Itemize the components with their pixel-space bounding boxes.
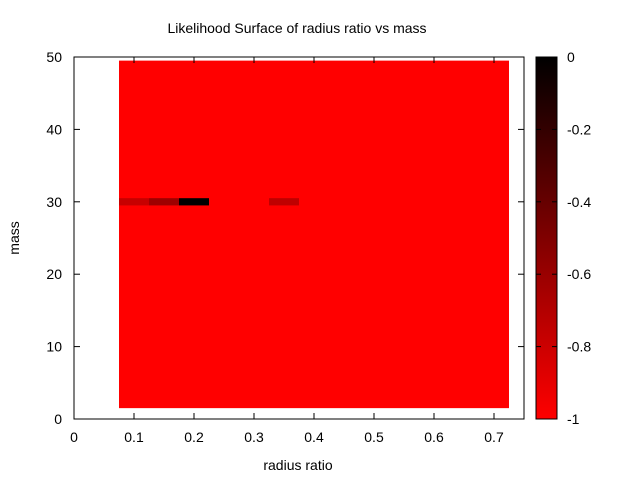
x-tick-label: 0.5 [364, 429, 384, 445]
colorbar-frame [535, 56, 558, 420]
colorbar-tick-label: -1 [567, 411, 580, 427]
x-tick-label: 0.2 [184, 429, 204, 445]
y-tick-label: 30 [46, 194, 62, 210]
heatmap-cell-3 [269, 198, 299, 206]
y-tick-label: 20 [46, 266, 62, 282]
x-tick-label: 0.4 [304, 429, 324, 445]
colorbar-fill [536, 57, 557, 419]
colorbar-tick-label: -0.8 [567, 339, 591, 355]
colorbar-tick-label: -0.2 [567, 121, 591, 137]
colorbar-tick-label: -0.6 [567, 266, 591, 282]
x-tick-label: 0 [70, 429, 78, 445]
x-axis-label: radius ratio [263, 457, 332, 473]
colorbar-tick-label: 0 [567, 49, 575, 65]
x-tick-label: 0.7 [484, 429, 504, 445]
y-axis-label: mass [6, 221, 22, 254]
heatmap-cell-0 [119, 198, 149, 206]
x-tick-label: 0.3 [244, 429, 264, 445]
heatmap-field [119, 60, 509, 409]
x-tick-label: 0.6 [424, 429, 444, 445]
y-tick-label: 10 [46, 339, 62, 355]
heatmap-cell-1 [149, 198, 179, 206]
x-tick-label: 0.1 [124, 429, 144, 445]
colorbar: 0 -0.2 -0.4 -0.6 -0.8 -1 [535, 49, 591, 427]
y-tick-label: 0 [54, 411, 62, 427]
chart-title: Likelihood Surface of radius ratio vs ma… [167, 20, 426, 36]
heatmap-cell-2 [179, 198, 209, 206]
y-tick-label: 40 [46, 121, 62, 137]
colorbar-tick-label: -0.4 [567, 194, 591, 210]
y-tick-label: 50 [46, 49, 62, 65]
plot-frame [73, 56, 525, 420]
plot-area: 0 0.1 0.2 0.3 0.4 0.5 0.6 0.7 0 10 20 30 40 50 [46, 49, 525, 445]
